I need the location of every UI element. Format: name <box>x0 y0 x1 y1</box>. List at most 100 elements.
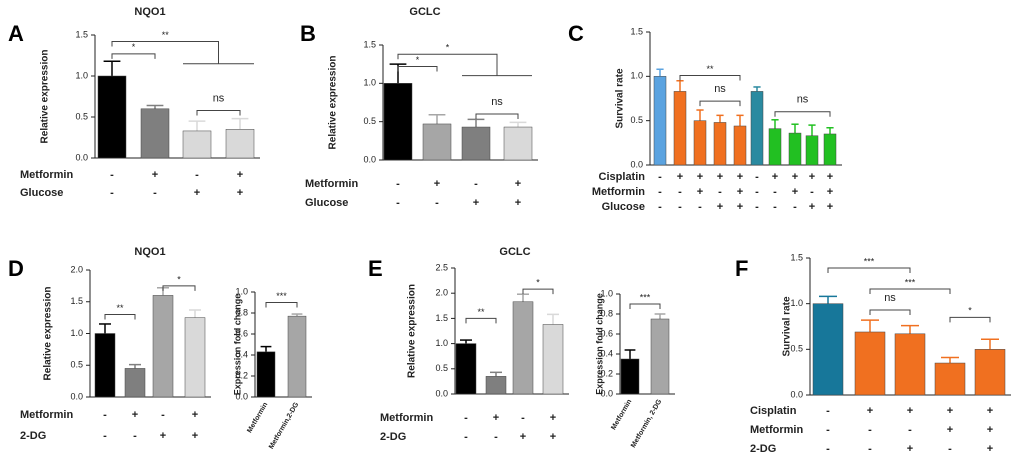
y-tick-label: 1.5 <box>630 26 643 36</box>
y-tick-label: 0.0 <box>435 388 448 398</box>
condition-sign: + <box>550 431 556 443</box>
bar <box>733 125 747 166</box>
bar <box>650 318 670 395</box>
condition-sign: - <box>464 431 468 443</box>
bar <box>94 333 116 398</box>
significance-bracket <box>869 309 911 316</box>
y-tick-label: 0.4 <box>600 348 613 358</box>
condition-sign: + <box>194 187 200 199</box>
y-tick-label: 0.5 <box>435 363 448 373</box>
condition-sign: - <box>474 178 478 190</box>
condition-sign: - <box>718 186 722 198</box>
condition-sign: - <box>521 412 525 424</box>
condition-sign: + <box>827 171 833 183</box>
significance-label: ns <box>714 83 726 95</box>
significance-label: * <box>968 306 972 316</box>
significance-bracket <box>522 288 554 295</box>
condition-sign: - <box>810 186 814 198</box>
condition-sign: + <box>792 186 798 198</box>
y-tick-label: 0.5 <box>75 111 88 121</box>
bar <box>503 126 533 161</box>
panel-letter: B <box>300 21 316 46</box>
bar <box>422 123 452 161</box>
condition-name: Cisplatin <box>599 171 646 183</box>
condition-sign: - <box>793 201 797 213</box>
significance-bracket <box>465 317 497 324</box>
condition-name: Metformin <box>380 412 433 424</box>
condition-sign: - <box>103 409 107 421</box>
condition-sign: - <box>161 409 165 421</box>
condition-sign: + <box>717 171 723 183</box>
condition-sign: + <box>987 443 993 455</box>
condition-sign: + <box>697 186 703 198</box>
condition-sign: + <box>515 178 521 190</box>
y-axis-label: Expression fold change <box>594 293 604 395</box>
panel-letter: D <box>8 256 24 281</box>
condition-name: Cisplatin <box>750 405 797 417</box>
condition-sign: + <box>192 430 198 442</box>
condition-sign: + <box>867 405 873 417</box>
bar <box>461 126 491 161</box>
significance-bracket <box>196 109 241 116</box>
condition-sign: + <box>737 186 743 198</box>
condition-sign: - <box>948 443 952 455</box>
condition-sign: - <box>658 201 662 213</box>
condition-sign: + <box>717 201 723 213</box>
condition-sign: + <box>677 171 683 183</box>
significance-bracket <box>774 111 831 117</box>
condition-sign: - <box>464 412 468 424</box>
condition-sign: - <box>826 443 830 455</box>
bar <box>287 315 307 398</box>
bar <box>97 75 127 159</box>
condition-sign: - <box>698 201 702 213</box>
y-tick-label: 0.6 <box>600 328 613 338</box>
condition-sign: - <box>396 178 400 190</box>
condition-name: Metformin <box>750 424 803 436</box>
y-tick-label: 1.5 <box>435 313 448 323</box>
significance-bracket <box>949 316 991 323</box>
bar <box>542 324 564 395</box>
x-tick-label: Metformin <box>610 398 633 431</box>
y-tick-label: 0.8 <box>235 307 248 317</box>
panel-letter: E <box>368 256 383 281</box>
y-tick-label: 1.5 <box>75 29 88 39</box>
y-tick-label: 1.0 <box>363 78 376 88</box>
y-tick-label: 1.5 <box>363 39 376 49</box>
condition-sign: + <box>520 431 526 443</box>
y-tick-label: 0.0 <box>363 154 376 164</box>
significance-label: *** <box>640 292 651 302</box>
y-tick-label: 2.0 <box>435 288 448 298</box>
x-tick-label: Metformin, 2-DG <box>630 398 664 449</box>
significance-bracket <box>699 100 741 107</box>
chart-title: NQO1 <box>134 6 165 18</box>
condition-name: 2-DG <box>750 443 776 455</box>
y-tick-label: 1.0 <box>790 298 803 308</box>
condition-sign: + <box>434 178 440 190</box>
condition-sign: + <box>809 171 815 183</box>
bar <box>673 91 687 166</box>
significance-bracket <box>475 113 519 119</box>
significance-label: * <box>132 42 136 52</box>
y-axis-label: Relative expression <box>328 56 339 150</box>
y-tick-label: 1.0 <box>600 288 613 298</box>
y-tick-label: 1.0 <box>235 286 248 296</box>
bar <box>713 122 727 166</box>
condition-sign: + <box>907 443 913 455</box>
bar <box>256 351 276 398</box>
y-tick-label: 0.8 <box>600 308 613 318</box>
y-tick-label: 0.5 <box>70 360 83 370</box>
x-tick-label: Metformin,2-DG <box>268 401 301 450</box>
condition-sign: - <box>826 405 830 417</box>
y-tick-label: 1.0 <box>70 328 83 338</box>
significance-bracket <box>111 41 219 64</box>
bar <box>485 376 507 395</box>
chart-title: NQO1 <box>134 246 165 258</box>
condition-name: Metformin <box>20 409 73 421</box>
condition-sign: - <box>755 201 759 213</box>
y-axis-label: Survival rate <box>782 296 793 356</box>
bar <box>894 333 926 396</box>
bar <box>750 91 764 166</box>
chart-title: GCLC <box>499 246 530 258</box>
condition-sign: - <box>494 431 498 443</box>
condition-name: Metformin <box>20 169 73 181</box>
